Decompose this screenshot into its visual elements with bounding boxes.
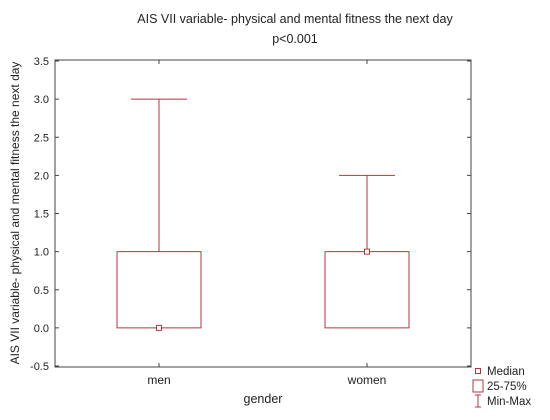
median-marker bbox=[156, 324, 162, 331]
y-tick-label: -0.5 bbox=[30, 361, 49, 373]
box-series bbox=[116, 98, 410, 331]
legend: Median 25-75% Min-Max bbox=[472, 366, 531, 408]
y-tick-label: 0.5 bbox=[34, 285, 49, 297]
legend-label: Min-Max bbox=[487, 396, 531, 408]
y-tick-label: 0.0 bbox=[34, 323, 49, 335]
legend-item: 25-75% bbox=[472, 379, 527, 393]
x-axis: men women bbox=[147, 60, 386, 387]
legend-item: Median bbox=[475, 366, 525, 378]
y-tick-label: 3.5 bbox=[34, 56, 49, 68]
x-tick-label-women: women bbox=[347, 373, 387, 387]
x-tick-label-men: men bbox=[147, 373, 170, 387]
y-tick-label: 2.0 bbox=[34, 170, 49, 182]
chart-title: AIS VII variable- physical and mental fi… bbox=[137, 12, 453, 26]
y-tick-label: 3.0 bbox=[34, 94, 49, 106]
x-axis-label: gender bbox=[244, 392, 283, 406]
y-tick-label: 1.5 bbox=[34, 209, 49, 221]
chart-subtitle: p<0.001 bbox=[272, 32, 318, 46]
iqr-box bbox=[116, 251, 202, 329]
legend-swatch-box bbox=[472, 379, 484, 393]
legend-swatch-median bbox=[475, 368, 481, 374]
legend-label: Median bbox=[487, 366, 525, 378]
legend-label: 25-75% bbox=[487, 381, 527, 393]
y-tick-label: 1.0 bbox=[34, 247, 49, 259]
legend-item: Min-Max bbox=[475, 394, 531, 408]
median-marker bbox=[364, 248, 370, 255]
box-women bbox=[324, 174, 410, 329]
y-tick-label: 2.5 bbox=[34, 132, 49, 144]
y-axis: -0.5 0.0 0.5 1.0 1.5 2.0 2.5 3.0 3.5 bbox=[30, 56, 471, 373]
box-men bbox=[116, 98, 202, 331]
iqr-box bbox=[324, 251, 410, 329]
y-axis-label: AIS VII variable- physical and mental fi… bbox=[8, 62, 22, 365]
